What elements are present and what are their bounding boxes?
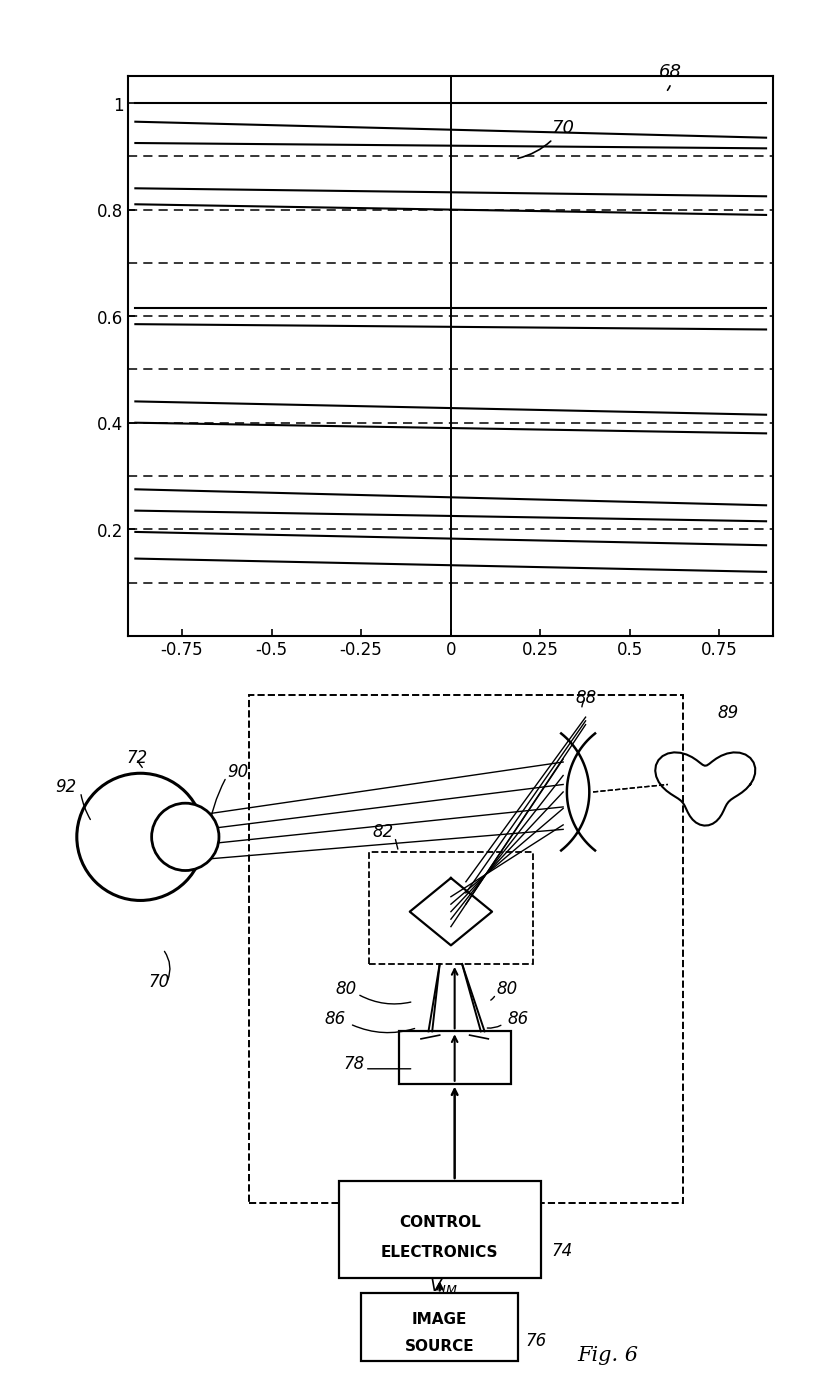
Text: 70: 70	[518, 119, 574, 159]
Bar	[369, 851, 533, 965]
Text: 86: 86	[324, 1009, 346, 1028]
Text: 78: 78	[343, 1055, 364, 1072]
Bar	[339, 1181, 541, 1278]
Text: 72: 72	[126, 748, 147, 766]
Bar	[249, 695, 683, 1204]
Text: IMAGE: IMAGE	[412, 1311, 467, 1327]
Circle shape	[77, 773, 204, 900]
Text: 88: 88	[575, 688, 596, 706]
Text: 74: 74	[552, 1241, 573, 1260]
Text: CONTROL: CONTROL	[399, 1215, 480, 1230]
Text: 86: 86	[508, 1009, 529, 1028]
Text: 76: 76	[526, 1332, 547, 1349]
Text: 80: 80	[336, 980, 356, 998]
Text: 80: 80	[496, 980, 518, 998]
Text: ELECTRONICS: ELECTRONICS	[381, 1244, 499, 1260]
Text: 70: 70	[149, 973, 170, 991]
Text: Fig. 6: Fig. 6	[577, 1346, 638, 1364]
Text: Fig. 5: Fig. 5	[420, 703, 481, 723]
Text: 90: 90	[227, 763, 248, 781]
Text: 68: 68	[658, 63, 681, 91]
Text: 92: 92	[55, 779, 76, 797]
Text: 82: 82	[373, 823, 394, 842]
Bar	[399, 1032, 511, 1083]
Bar	[361, 1293, 519, 1360]
Text: SOURCE: SOURCE	[405, 1338, 475, 1353]
Text: 89: 89	[717, 703, 739, 721]
Circle shape	[151, 804, 219, 871]
Text: $V_{IM}$: $V_{IM}$	[429, 1276, 457, 1296]
